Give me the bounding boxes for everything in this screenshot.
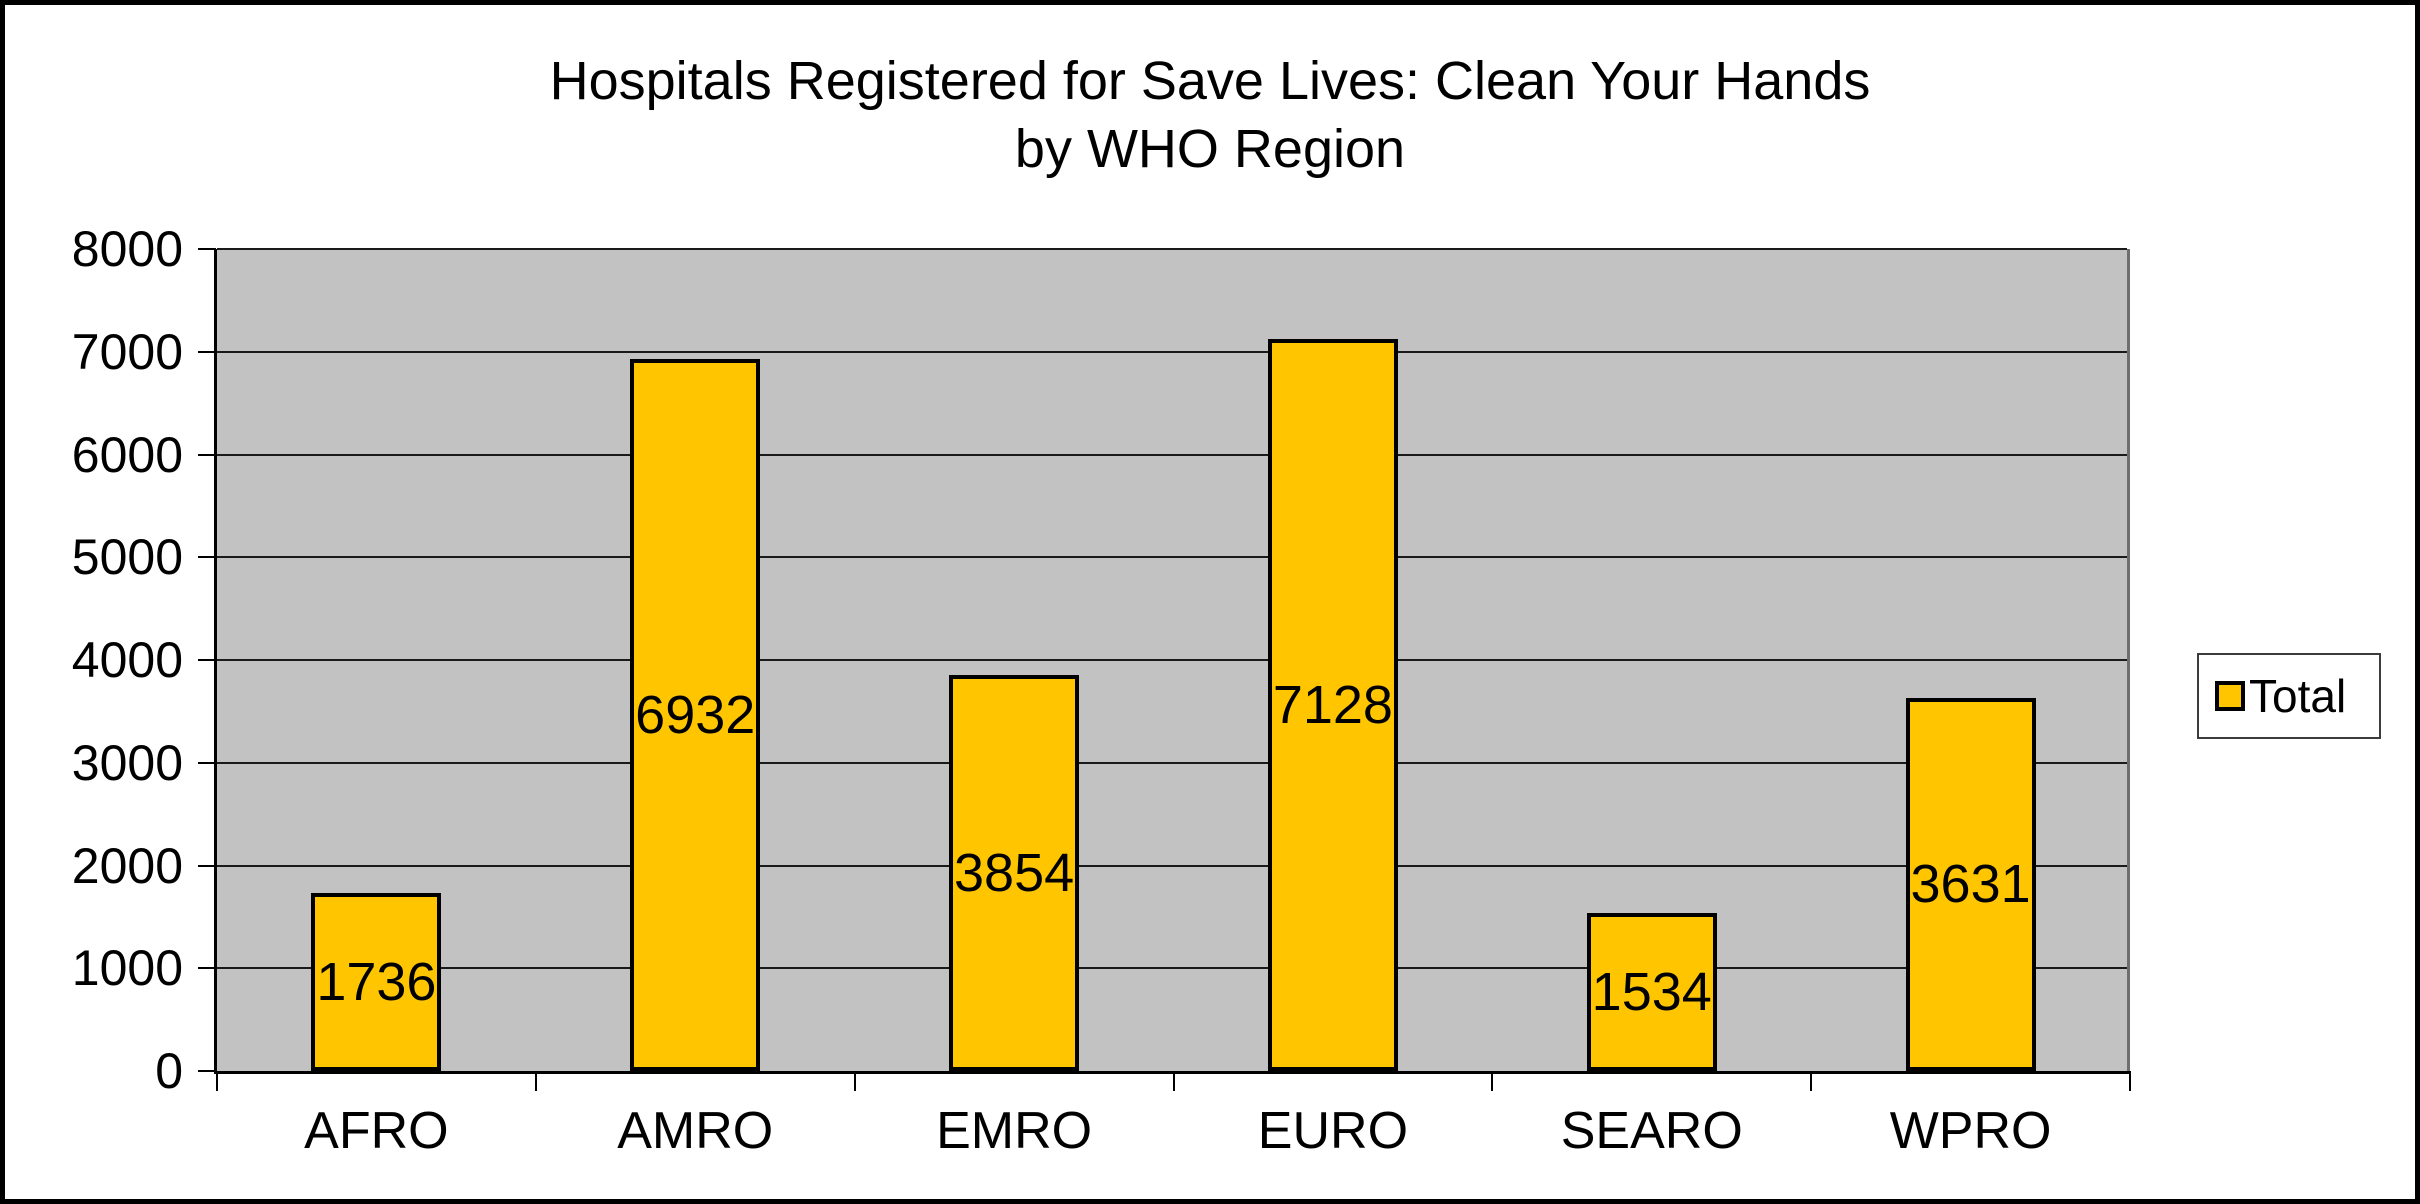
x-axis-category-label: EURO: [1257, 1102, 1409, 1160]
bar: [1905, 697, 2036, 1071]
gridline: [217, 659, 2127, 661]
x-axis-tick: [1172, 1071, 1175, 1091]
y-axis-tick-label: 7000: [71, 323, 183, 380]
x-axis-category-label: SEARO: [1560, 1102, 1743, 1160]
legend: Total: [2197, 653, 2381, 739]
gridline: [217, 350, 2127, 353]
y-axis-tick-label: 1000: [71, 940, 183, 997]
y-axis-tick: [198, 248, 216, 250]
bar: [311, 892, 442, 1071]
y-axis-tick-label: 2000: [71, 837, 183, 894]
bar: [1586, 913, 1717, 1071]
bar-value-label: 1534: [1591, 962, 1712, 1023]
y-axis-tick: [198, 453, 216, 456]
x-axis-tick: [2129, 1071, 2131, 1091]
plot-area: [217, 248, 2130, 1071]
y-axis-tick: [198, 556, 216, 559]
bar: [1267, 338, 1398, 1071]
y-axis-tick: [198, 1070, 216, 1072]
y-axis-tick-label: 4000: [71, 632, 183, 688]
y-axis-tick-label: 5000: [71, 529, 183, 586]
x-axis-category-label: WPRO: [1889, 1102, 2052, 1160]
x-axis-tick: [216, 1071, 218, 1091]
y-axis-tick: [198, 864, 216, 867]
y-axis-tick: [198, 761, 216, 764]
x-axis-tick: [853, 1071, 856, 1091]
gridline: [217, 453, 2127, 456]
y-axis-tick: [198, 350, 216, 353]
bar-value-label: 3631: [1910, 854, 2031, 915]
chart-title: Hospitals Registered for Save Lives: Cle…: [5, 47, 2415, 183]
x-axis-line: [214, 1071, 2130, 1074]
y-axis-tick-label: 6000: [71, 426, 183, 483]
bar: [949, 675, 1080, 1071]
bar-value-label: 6932: [635, 684, 756, 745]
gridline: [217, 248, 2127, 250]
legend-series-label: Total: [2249, 670, 2347, 722]
x-axis-category-label: EMRO: [936, 1102, 1093, 1160]
y-axis-tick: [198, 659, 216, 661]
y-axis-line: [214, 249, 217, 1073]
gridline: [217, 864, 2127, 867]
x-axis-category-label: AFRO: [304, 1102, 449, 1160]
bar-value-label: 3854: [954, 843, 1075, 903]
x-axis-category-label: AMRO: [617, 1102, 774, 1160]
x-axis-tick: [1491, 1071, 1494, 1091]
y-axis-tick-label: 0: [155, 1043, 183, 1099]
x-axis-tick: [534, 1071, 537, 1091]
chart-title-line-1: Hospitals Registered for Save Lives: Cle…: [549, 51, 1871, 111]
gridline: [217, 556, 2127, 559]
x-axis-tick: [1810, 1071, 1813, 1091]
chart-title-line-2: by WHO Region: [1014, 119, 1406, 179]
bar-value-label: 1736: [316, 951, 437, 1012]
legend-color-swatch-icon: [2215, 681, 2245, 711]
y-axis-tick-label: 8000: [71, 221, 183, 277]
y-axis-tick: [198, 967, 216, 970]
bar: [630, 358, 761, 1071]
bar-value-label: 7128: [1272, 674, 1393, 735]
gridline: [217, 967, 2127, 970]
gridline: [217, 761, 2127, 764]
y-axis-tick-label: 3000: [71, 734, 183, 791]
